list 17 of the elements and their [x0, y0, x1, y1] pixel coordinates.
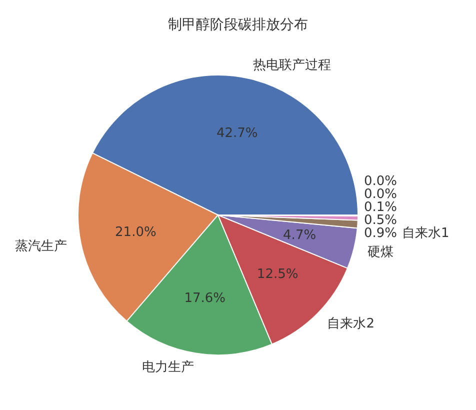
- data-label: 0.1%: [364, 200, 398, 215]
- data-label: 12.5%: [256, 267, 298, 282]
- slice-label: 硬煤: [368, 244, 394, 260]
- text: 0.0%: [364, 187, 398, 202]
- data-label: 0.5%: [364, 213, 398, 228]
- data-label: 17.6%: [184, 290, 226, 306]
- data-label: 0.9%: [364, 226, 398, 241]
- slice-label: 热电联产过程: [253, 58, 332, 74]
- data-label: 4.7%: [283, 228, 316, 244]
- slice-label: 自来水1: [402, 226, 450, 241]
- slice-label: 自来水2: [327, 316, 375, 332]
- slice-label: 蒸汽生产: [15, 238, 68, 254]
- data-label: 42.7%: [216, 126, 258, 142]
- data-label: 21.0%: [115, 224, 156, 240]
- text: 0.0%: [364, 174, 398, 189]
- slice-label: 电力生产: [142, 360, 194, 376]
- chart-title: 制甲醇阶段碳排放分布: [168, 17, 308, 33]
